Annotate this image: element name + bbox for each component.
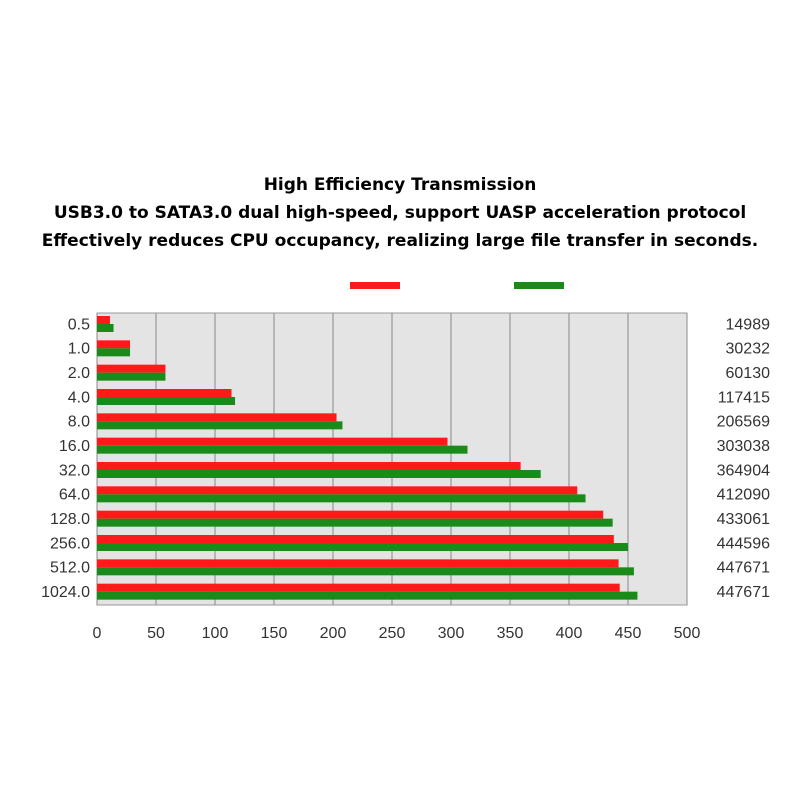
bar — [97, 348, 131, 357]
bar — [97, 364, 166, 373]
right-label: 303038 — [717, 438, 770, 455]
bar — [97, 462, 521, 470]
bar — [97, 591, 638, 600]
bar — [97, 494, 586, 503]
bar — [97, 389, 232, 397]
y-tick-label: 256.0 — [50, 535, 90, 552]
x-tick-label: 0 — [93, 625, 102, 642]
bar — [97, 470, 541, 478]
y-tick-label: 4.0 — [68, 389, 90, 406]
right-label: 117415 — [718, 389, 770, 406]
bar — [97, 437, 448, 446]
right-label: 364904 — [717, 462, 770, 479]
legend-swatch — [350, 282, 400, 289]
bar — [97, 486, 578, 495]
y-tick-label: 128.0 — [50, 511, 90, 528]
right-label: 444596 — [717, 535, 770, 552]
y-tick-label: 1024.0 — [41, 584, 90, 601]
right-label: 30232 — [726, 341, 771, 358]
x-tick-label: 300 — [438, 625, 465, 642]
bar — [97, 324, 114, 332]
y-tick-label: 1.0 — [68, 341, 90, 358]
y-tick-label: 8.0 — [68, 414, 90, 431]
x-tick-label: 100 — [202, 625, 229, 642]
right-label: 412090 — [717, 487, 770, 504]
bar — [97, 535, 614, 543]
bar — [97, 559, 619, 568]
x-tick-label: 500 — [674, 625, 701, 642]
y-tick-label: 512.0 — [50, 560, 90, 577]
x-tick-label: 50 — [147, 625, 165, 642]
right-label: 433061 — [717, 511, 770, 528]
bar — [97, 445, 468, 454]
bar — [97, 316, 110, 324]
x-tick-label: 350 — [497, 625, 524, 642]
bar — [97, 543, 628, 551]
y-tick-label: 0.5 — [68, 316, 90, 333]
bar — [97, 518, 613, 527]
x-tick-label: 150 — [261, 625, 288, 642]
right-label: 447671 — [717, 560, 770, 577]
bar — [97, 567, 634, 576]
x-tick-label: 250 — [379, 625, 406, 642]
right-label: 60130 — [726, 365, 771, 382]
chart-subtitle: USB3.0 to SATA3.0 dual high-speed, suppo… — [54, 203, 746, 223]
bar — [97, 340, 131, 349]
y-tick-label: 16.0 — [59, 438, 90, 455]
bar — [97, 510, 604, 519]
right-label: 14989 — [726, 316, 771, 333]
y-tick-label: 32.0 — [59, 462, 90, 479]
x-tick-label: 450 — [615, 625, 642, 642]
y-tick-label: 2.0 — [68, 365, 90, 382]
right-label: 206569 — [717, 414, 770, 431]
bar — [97, 413, 337, 422]
x-tick-label: 200 — [320, 625, 347, 642]
bar — [97, 421, 343, 430]
bar — [97, 583, 620, 592]
bar — [97, 397, 236, 405]
bar — [97, 372, 166, 381]
x-tick-label: 400 — [556, 625, 583, 642]
y-tick-label: 64.0 — [59, 487, 90, 504]
right-label: 447671 — [717, 584, 770, 601]
chart-title: High Efficiency Transmission — [264, 175, 537, 195]
legend-swatch — [514, 282, 564, 289]
chart-subtitle: Effectively reduces CPU occupancy, reali… — [42, 231, 758, 251]
